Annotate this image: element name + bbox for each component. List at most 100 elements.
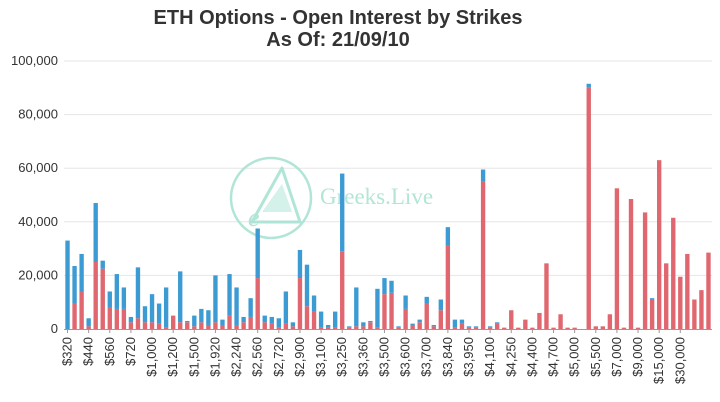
bar-put[interactable] (114, 274, 120, 309)
bar-put[interactable] (424, 296, 429, 304)
bar-call[interactable] (699, 290, 704, 329)
bar-put[interactable] (480, 169, 486, 182)
bar-put[interactable] (86, 318, 91, 327)
bar-call[interactable] (347, 327, 352, 329)
bar-put[interactable] (487, 326, 493, 328)
bar-call[interactable] (530, 327, 535, 329)
bar-put[interactable] (389, 280, 394, 293)
bar-call[interactable] (382, 294, 387, 329)
bar-call[interactable] (656, 160, 662, 329)
bar-call[interactable] (424, 303, 429, 329)
bar-call[interactable] (614, 188, 620, 329)
bar-call[interactable] (671, 217, 676, 329)
bar-put[interactable] (227, 274, 232, 316)
bar-put[interactable] (213, 275, 218, 323)
bar-call[interactable] (494, 323, 500, 329)
bar-put[interactable] (72, 266, 77, 304)
bar-call[interactable] (354, 326, 359, 329)
bar-put[interactable] (325, 324, 331, 328)
bar-put[interactable] (417, 319, 422, 323)
bar-put[interactable] (65, 240, 70, 329)
bar-put[interactable] (431, 324, 436, 327)
bar-put[interactable] (473, 326, 479, 328)
bar-call[interactable] (255, 278, 260, 329)
bar-put[interactable] (375, 288, 380, 328)
bar-call[interactable] (114, 308, 120, 329)
bar-put[interactable] (410, 323, 415, 325)
bar-call[interactable] (361, 326, 366, 329)
bar-call[interactable] (241, 322, 246, 329)
bar-call[interactable] (649, 299, 655, 329)
bar-put[interactable] (163, 287, 169, 328)
bar-call[interactable] (389, 292, 394, 329)
bar-call[interactable] (593, 326, 598, 329)
bar-call[interactable] (156, 323, 162, 329)
bar-put[interactable] (142, 306, 148, 323)
bar-put[interactable] (452, 319, 458, 328)
bar-put[interactable] (241, 316, 246, 323)
bar-call[interactable] (516, 327, 521, 329)
bar-call[interactable] (93, 262, 98, 329)
bar-call[interactable] (248, 316, 253, 329)
bar-put[interactable] (649, 298, 655, 300)
bar-put[interactable] (93, 203, 98, 262)
bar-call[interactable] (664, 263, 669, 329)
bar-put[interactable] (283, 291, 289, 324)
bar-call[interactable] (565, 327, 570, 329)
bar-put[interactable] (178, 271, 183, 323)
bar-put[interactable] (396, 326, 401, 328)
bar-call[interactable] (438, 310, 444, 329)
bar-put[interactable] (586, 83, 591, 88)
bar-put[interactable] (347, 326, 352, 328)
bar-put[interactable] (276, 318, 282, 328)
bar-call[interactable] (586, 87, 591, 329)
bar-call[interactable] (473, 327, 479, 329)
bar-put[interactable] (361, 322, 366, 327)
bar-call[interactable] (607, 314, 613, 329)
bar-call[interactable] (403, 308, 408, 329)
bar-call[interactable] (487, 327, 493, 329)
bar-put[interactable] (304, 264, 310, 307)
bar-call[interactable] (170, 315, 176, 329)
bar-put[interactable] (466, 326, 472, 328)
bar-put[interactable] (128, 316, 134, 323)
bar-call[interactable] (368, 322, 373, 329)
bar-put[interactable] (382, 278, 387, 295)
bar-put[interactable] (332, 311, 338, 328)
bar-call[interactable] (706, 252, 711, 329)
bar-call[interactable] (220, 324, 225, 329)
bar-call[interactable] (283, 323, 289, 329)
bar-put[interactable] (262, 315, 267, 323)
bar-call[interactable] (213, 322, 218, 329)
bar-call[interactable] (600, 326, 606, 329)
bar-call[interactable] (100, 268, 105, 329)
bar-put[interactable] (445, 227, 451, 246)
bar-call[interactable] (149, 322, 155, 329)
bar-call[interactable] (685, 253, 690, 329)
bar-put[interactable] (494, 322, 500, 324)
bar-call[interactable] (297, 278, 303, 329)
bar-call[interactable] (304, 306, 310, 329)
bar-call[interactable] (318, 327, 324, 329)
bar-call[interactable] (178, 322, 183, 329)
bar-put[interactable] (459, 319, 465, 324)
bar-call[interactable] (128, 322, 134, 329)
bar-call[interactable] (678, 276, 683, 329)
bar-call[interactable] (185, 322, 190, 329)
bar-call[interactable] (135, 318, 141, 329)
bar-call[interactable] (262, 322, 267, 329)
bar-call[interactable] (332, 327, 338, 329)
bar-call[interactable] (692, 299, 697, 329)
bar-call[interactable] (276, 327, 282, 329)
bar-put[interactable] (192, 315, 197, 327)
bar-put[interactable] (340, 173, 345, 252)
bar-call[interactable] (642, 212, 648, 329)
bar-put[interactable] (255, 228, 260, 279)
bar-put[interactable] (318, 311, 324, 328)
bar-put[interactable] (248, 298, 253, 317)
bar-put[interactable] (290, 322, 296, 327)
bar-call[interactable] (325, 327, 331, 329)
bar-call[interactable] (572, 327, 577, 329)
bar-call[interactable] (396, 327, 401, 329)
bar-call[interactable] (142, 322, 148, 329)
